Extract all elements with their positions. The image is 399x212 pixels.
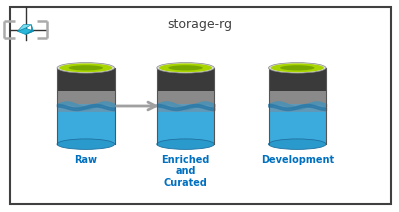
Ellipse shape <box>271 63 324 72</box>
Ellipse shape <box>280 65 314 70</box>
Bar <box>57 105 115 112</box>
Bar <box>57 112 115 144</box>
Text: Enriched
and
Curated: Enriched and Curated <box>161 155 210 188</box>
Ellipse shape <box>157 63 214 73</box>
Polygon shape <box>18 25 32 31</box>
Bar <box>57 68 115 91</box>
Text: Raw: Raw <box>74 155 97 165</box>
Ellipse shape <box>269 63 326 73</box>
Ellipse shape <box>57 139 115 149</box>
Bar <box>157 68 214 91</box>
Bar <box>157 105 214 112</box>
Bar <box>269 91 326 105</box>
Ellipse shape <box>59 63 113 72</box>
Text: storage-rg: storage-rg <box>167 18 232 31</box>
Bar <box>269 112 326 144</box>
Bar <box>157 91 214 105</box>
Bar <box>57 91 115 105</box>
Polygon shape <box>18 28 34 34</box>
Ellipse shape <box>168 65 203 70</box>
Bar <box>157 112 214 144</box>
Ellipse shape <box>157 139 214 149</box>
Ellipse shape <box>159 63 212 72</box>
Ellipse shape <box>57 63 115 73</box>
Bar <box>269 68 326 91</box>
Ellipse shape <box>69 65 103 70</box>
Bar <box>269 105 326 112</box>
Ellipse shape <box>269 139 326 149</box>
Polygon shape <box>26 25 34 34</box>
Text: Development: Development <box>261 155 334 165</box>
